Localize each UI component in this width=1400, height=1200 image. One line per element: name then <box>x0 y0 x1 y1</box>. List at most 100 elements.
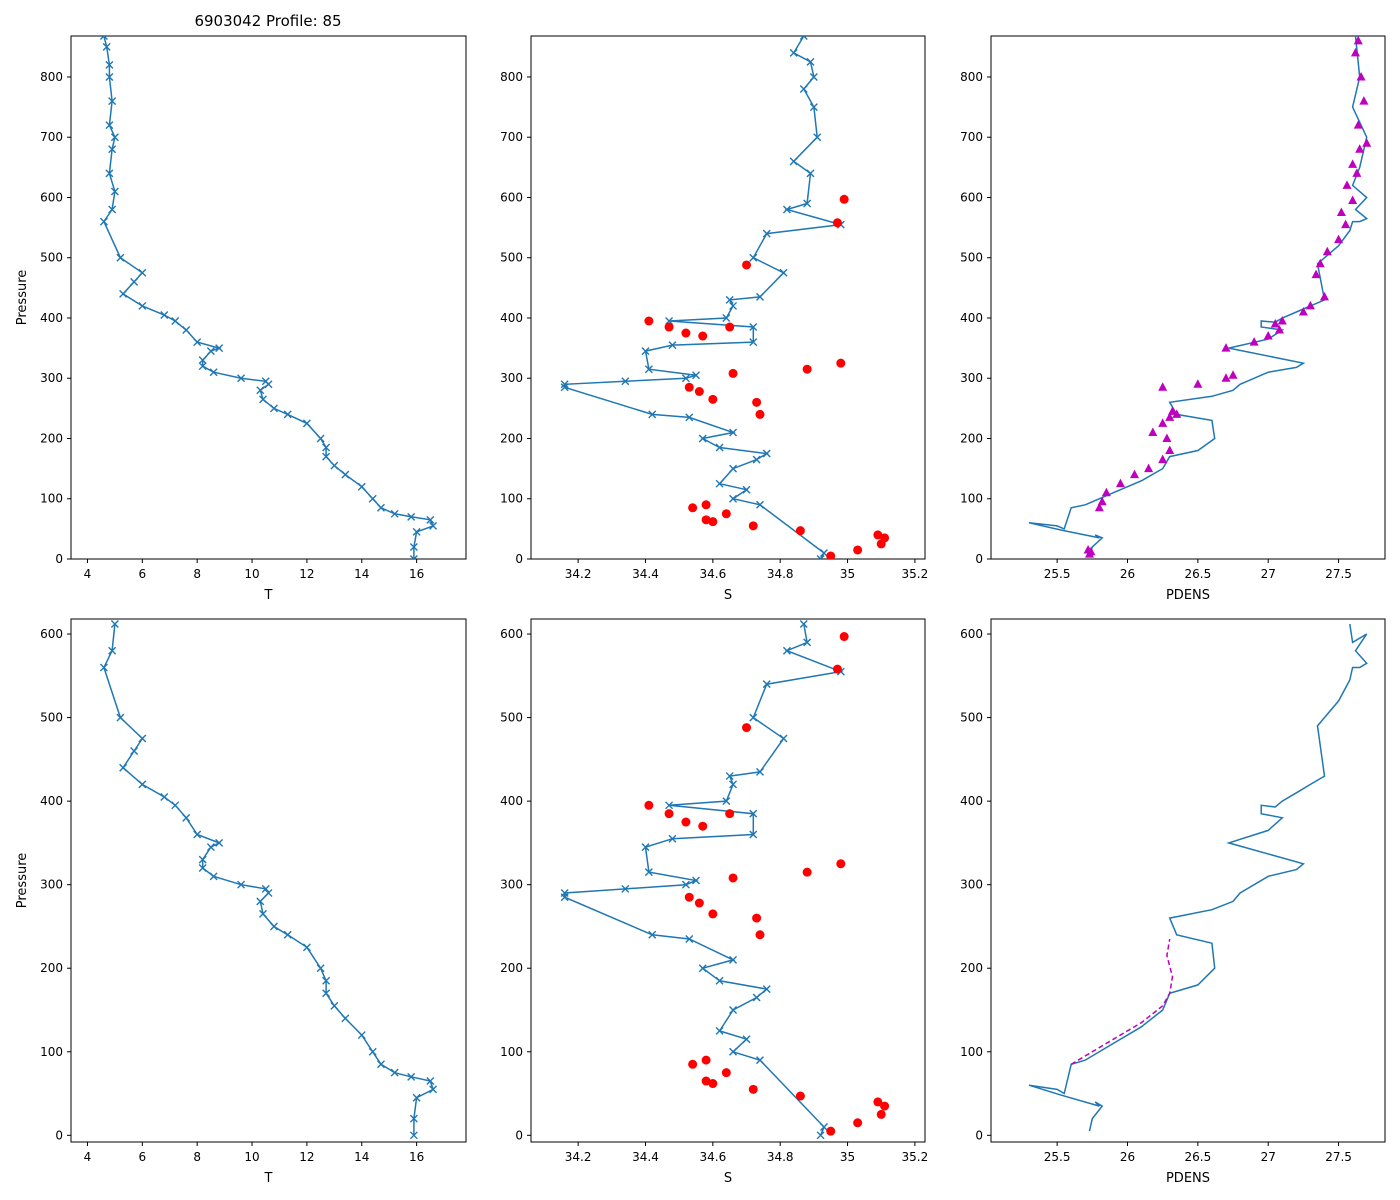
x-marker <box>426 1077 435 1086</box>
x-marker <box>108 646 117 655</box>
triangle-marker <box>1353 36 1363 45</box>
y-tick-label: 300 <box>40 878 63 892</box>
x-tick-label: 10 <box>244 567 259 581</box>
x-marker <box>729 1047 738 1056</box>
x-axis-label: S <box>724 1171 732 1186</box>
x-marker <box>752 993 761 1002</box>
dot-marker <box>876 1109 886 1119</box>
x-marker <box>809 103 818 112</box>
triangle-marker <box>1158 454 1168 464</box>
x-marker <box>749 713 758 722</box>
y-tick-label: 400 <box>500 794 523 808</box>
series-PDENS-markers <box>1083 36 1372 558</box>
dot-marker <box>839 194 849 204</box>
plot-area <box>990 35 1386 560</box>
y-tick-label: 600 <box>500 627 523 641</box>
triangle-marker <box>1270 319 1280 328</box>
plot-area <box>530 618 926 1143</box>
x-marker <box>316 964 325 973</box>
x-tick-label: 26.5 <box>1184 567 1211 581</box>
x-tick-label: 10 <box>244 1150 259 1164</box>
x-tick-label: 12 <box>299 1150 314 1164</box>
y-tick-label: 300 <box>960 878 983 892</box>
x-marker <box>426 515 435 524</box>
x-marker <box>648 930 657 939</box>
x-marker <box>209 872 218 881</box>
x-tick-label: 26 <box>1120 1150 1135 1164</box>
x-marker <box>110 620 119 629</box>
dot-marker <box>836 859 846 869</box>
triangle-marker <box>1352 168 1362 177</box>
triangle-marker <box>1144 463 1154 473</box>
series-line <box>103 623 435 1136</box>
y-tick-label: 300 <box>500 878 523 892</box>
x-marker <box>429 1085 438 1094</box>
data-layer <box>1028 36 1372 558</box>
dot-marker <box>873 1097 883 1107</box>
x-marker <box>409 555 418 559</box>
x-marker <box>108 145 117 154</box>
x-tick-label: 26.5 <box>1184 1150 1211 1164</box>
series-S <box>560 36 845 559</box>
x-marker <box>198 356 207 365</box>
x-marker <box>749 323 758 332</box>
x-tick-label: 34.4 <box>632 1150 659 1164</box>
x-marker <box>259 395 268 404</box>
y-tick-label: 100 <box>40 1045 63 1059</box>
triangle-marker <box>1193 379 1203 388</box>
triangle-marker <box>1359 96 1369 105</box>
x-axis-label: S <box>724 588 732 603</box>
x-marker <box>560 383 569 392</box>
dot-marker <box>694 386 704 396</box>
y-tick-label: 0 <box>975 552 983 566</box>
dot-marker <box>802 364 812 374</box>
x-tick-label: 34.8 <box>767 567 794 581</box>
dot-marker <box>826 1126 836 1136</box>
dot-marker <box>698 331 708 341</box>
series-S-red <box>644 194 890 559</box>
triangle-marker <box>1172 409 1182 418</box>
y-tick-label: 600 <box>500 190 523 204</box>
x-tick-label: 4 <box>84 1150 92 1164</box>
triangle-marker <box>1305 300 1315 310</box>
x-marker <box>809 72 818 81</box>
series-PDENS-magenta <box>1070 938 1174 1065</box>
triangle-marker <box>1097 496 1107 506</box>
x-marker <box>119 763 128 772</box>
dot-marker <box>681 328 691 338</box>
x-marker <box>681 374 690 383</box>
data-layer <box>99 36 438 559</box>
x-marker <box>621 377 630 386</box>
x-marker <box>715 976 724 985</box>
x-marker <box>729 464 738 473</box>
x-tick-label: 27.5 <box>1325 1150 1352 1164</box>
x-marker <box>749 338 758 347</box>
x-marker <box>376 1060 385 1069</box>
triangle-marker <box>1350 47 1360 57</box>
triangle-marker <box>1168 406 1178 415</box>
x-marker <box>729 428 738 437</box>
triangle-marker <box>1148 427 1158 436</box>
dot-marker <box>721 509 731 519</box>
x-tick-label: 27 <box>1261 567 1276 581</box>
x-marker <box>722 313 731 322</box>
x-marker <box>261 377 270 386</box>
y-tick-label: 100 <box>960 492 983 506</box>
dot-marker <box>755 930 765 940</box>
x-marker <box>715 479 724 488</box>
triangle-marker <box>1162 433 1172 442</box>
triangle-marker <box>1221 343 1231 352</box>
x-marker <box>330 461 339 470</box>
x-tick-label: 14 <box>354 567 369 581</box>
x-marker <box>138 301 147 310</box>
dot-marker <box>701 1076 711 1086</box>
x-marker <box>322 443 331 452</box>
dot-marker <box>836 358 846 368</box>
y-tick-label: 400 <box>40 311 63 325</box>
dot-marker <box>832 664 842 674</box>
x-marker <box>715 443 724 452</box>
series-PDENS-line <box>1028 36 1369 557</box>
y-tick-label: 500 <box>40 251 63 265</box>
x-marker <box>116 253 125 262</box>
data-layer <box>560 36 890 559</box>
